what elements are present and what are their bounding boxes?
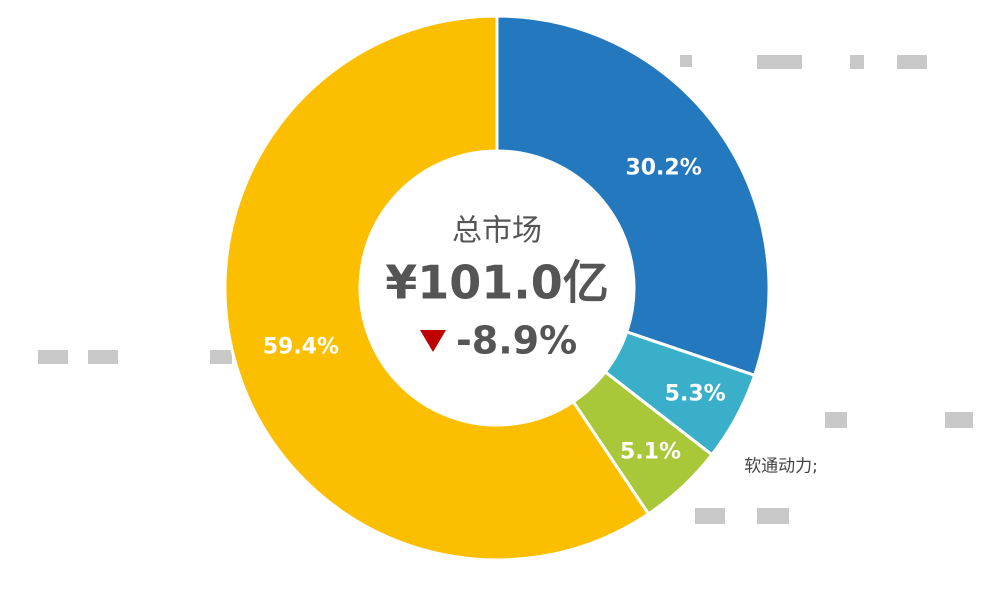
center-change: -8.9% bbox=[456, 319, 577, 363]
value-label: 30.2% bbox=[625, 156, 701, 181]
value-label: 59.4% bbox=[263, 335, 339, 360]
blurred-labels bbox=[38, 55, 973, 524]
center-value: ¥101.0亿 bbox=[385, 256, 609, 310]
value-label: 5.3% bbox=[665, 382, 726, 407]
slice bbox=[495, 14, 771, 378]
category-label: 软通动力; bbox=[744, 456, 818, 476]
center-title: 总市场 bbox=[452, 214, 542, 249]
down-arrow bbox=[420, 330, 446, 352]
slice bbox=[223, 14, 651, 562]
value-label: 5.1% bbox=[620, 440, 681, 465]
